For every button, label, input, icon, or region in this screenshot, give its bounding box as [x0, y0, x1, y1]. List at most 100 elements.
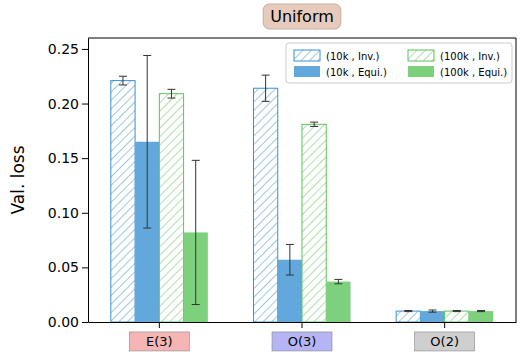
legend-swatch [294, 50, 320, 61]
error-cap [310, 122, 318, 123]
tick-label: O(3) [288, 334, 317, 349]
error-bar [453, 311, 461, 312]
legend-item: (10k , Equi.) [294, 66, 387, 78]
error-cap [262, 75, 270, 76]
error-cap [192, 304, 200, 305]
error-bar [143, 55, 151, 228]
legend-frame [286, 43, 512, 83]
tick: 0.25 [48, 41, 88, 57]
error-cap [143, 55, 151, 56]
y-axis: 0.00 0.05 0.10 0.15 0.20 0.25 [48, 39, 89, 330]
error-line [338, 279, 339, 283]
error-bar [119, 76, 127, 85]
error-bar [310, 122, 318, 126]
tick-label: E(3) [146, 334, 173, 349]
bar [111, 81, 135, 322]
legend: (10k , Inv.) (10k , Equi.) (100k , Inv.) (1… [286, 43, 512, 83]
error-cap [404, 311, 412, 312]
error-cap [334, 283, 342, 284]
error-cap [453, 311, 461, 312]
tick-mark [82, 213, 88, 214]
legend-label: (10k , Equi.) [326, 67, 387, 78]
tick-label-box [129, 332, 189, 351]
tick-label: 0.15 [48, 150, 79, 166]
chart: 0.00 0.05 0.10 0.15 0.20 0.25 E(3) O(3) O(2) (10k… [0, 0, 531, 357]
plot: 0.00 0.05 0.10 0.15 0.20 0.25 E(3) O(3) O(2) (10k… [48, 38, 517, 351]
error-bar [429, 310, 437, 312]
error-cap [404, 310, 412, 311]
tick-mark [302, 322, 303, 328]
error-line [265, 75, 266, 101]
axis-line [88, 39, 89, 323]
tick: 0.00 [48, 314, 88, 330]
tick: 0.05 [48, 259, 88, 275]
y-axis-title: Val. loss [8, 145, 28, 214]
error-cap [453, 310, 461, 311]
error-bar [334, 279, 342, 283]
error-cap [286, 244, 294, 245]
tick-label-box [272, 332, 332, 351]
error-cap [429, 312, 437, 313]
error-cap [286, 275, 294, 276]
error-bar [286, 244, 294, 275]
error-bar [477, 311, 485, 312]
tick-mark [444, 322, 445, 328]
title-box [263, 4, 341, 29]
error-bar [262, 75, 270, 101]
x-axis: E(3) O(3) O(2) [89, 322, 517, 351]
bars [111, 55, 493, 322]
title-group: Uniform [263, 4, 341, 29]
legend-label: (100k , Inv.) [440, 51, 500, 62]
tick-label-box [415, 332, 475, 351]
bar [159, 94, 183, 322]
tick: 0.15 [48, 150, 88, 166]
legend-swatch [408, 66, 434, 77]
tick-mark [82, 158, 88, 159]
error-cap [477, 310, 485, 311]
error-line [195, 160, 196, 304]
tick-mark [82, 49, 88, 50]
error-cap [167, 98, 175, 99]
bar [253, 88, 277, 322]
error-cap [119, 76, 127, 77]
tick-label: 0.10 [48, 205, 79, 221]
tick: O(2) [415, 322, 475, 351]
bar [420, 311, 444, 322]
error-cap [143, 228, 151, 229]
error-cap [262, 101, 270, 102]
tick-label: 0.00 [48, 314, 79, 330]
tick: E(3) [129, 322, 189, 351]
error-cap [310, 126, 318, 127]
tick-mark [159, 322, 160, 328]
legend-item: (100k , Equi.) [408, 66, 507, 78]
tick-mark [82, 322, 88, 323]
error-cap [429, 309, 437, 310]
tick: 0.20 [48, 96, 88, 112]
tick-mark [82, 267, 88, 268]
title: Uniform [270, 7, 334, 26]
error-line [171, 89, 172, 98]
tick-label: 0.25 [48, 41, 79, 57]
tick-label: 0.20 [48, 96, 79, 112]
error-cap [192, 160, 200, 161]
error-cap [477, 311, 485, 312]
legend-item: (10k , Inv.) [294, 50, 380, 62]
bar [326, 282, 350, 322]
legend-label: (100k , Equi.) [440, 67, 507, 78]
error-bar [404, 311, 412, 312]
error-line [314, 122, 315, 126]
error-cap [119, 84, 127, 85]
error-bar [167, 89, 175, 98]
bar [302, 124, 326, 322]
tick-label: O(2) [430, 334, 459, 349]
frame [88, 38, 516, 39]
error-line [289, 244, 290, 275]
error-line [122, 76, 123, 85]
tick-mark [82, 104, 88, 105]
error-cap [167, 89, 175, 90]
error-line [147, 55, 148, 228]
tick-label: 0.05 [48, 259, 79, 275]
error-cap [334, 279, 342, 280]
tick: O(3) [272, 322, 332, 351]
legend-item: (100k , Inv.) [408, 50, 500, 62]
